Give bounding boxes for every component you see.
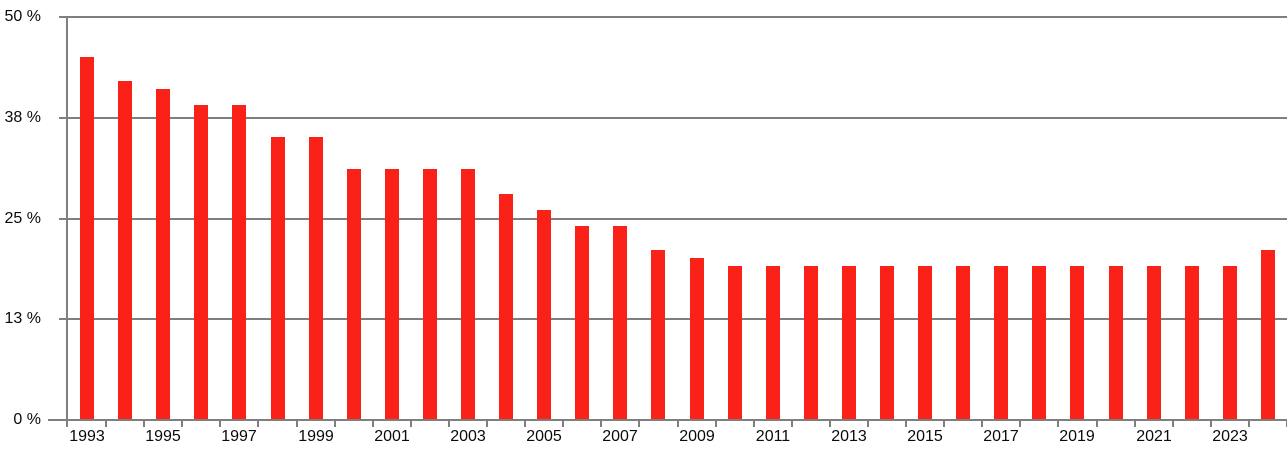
x-axis-line (48, 419, 1287, 421)
x-axis-label-2019: 2019 (1059, 428, 1095, 445)
x-axis-tick (524, 421, 526, 427)
bar-2003 (461, 169, 475, 419)
y-axis-line (66, 17, 68, 427)
bar-2024 (1261, 250, 1275, 419)
bar-2021 (1147, 266, 1161, 419)
x-axis-tick (715, 421, 717, 427)
bar-2010 (728, 266, 742, 419)
x-axis-tick (1210, 421, 1212, 427)
x-axis-tick (410, 421, 412, 427)
x-axis-tick (867, 421, 869, 427)
bar-2007 (613, 226, 627, 419)
bar-2002 (423, 169, 437, 419)
gridline-50% (59, 16, 1287, 18)
x-axis-tick (791, 421, 793, 427)
x-axis-tick (372, 421, 374, 427)
bar-1997 (232, 105, 246, 419)
bar-2019 (1070, 266, 1084, 419)
bar-1996 (194, 105, 208, 419)
x-axis-label-2001: 2001 (374, 428, 410, 445)
x-axis-tick (1019, 421, 1021, 427)
bar-2014 (880, 266, 894, 419)
x-axis-label-2023: 2023 (1212, 428, 1248, 445)
x-axis-tick (219, 421, 221, 427)
x-axis-label-1997: 1997 (221, 428, 257, 445)
x-axis-tick (257, 421, 259, 427)
x-axis-label-2017: 2017 (983, 428, 1019, 445)
x-axis-tick (334, 421, 336, 427)
bar-2006 (575, 226, 589, 419)
bar-1993 (80, 57, 94, 419)
x-axis-label-2021: 2021 (1136, 428, 1172, 445)
y-axis-label-50: 50 % (4, 8, 41, 25)
bar-2008 (651, 250, 665, 419)
bar-1999 (309, 137, 323, 419)
bar-2011 (766, 266, 780, 419)
y-axis-label-0: 0 % (13, 411, 41, 428)
x-axis-tick (1172, 421, 1174, 427)
x-axis-label-2007: 2007 (602, 428, 638, 445)
x-axis-tick (638, 421, 640, 427)
x-axis-tick (143, 421, 145, 427)
x-axis-label-1999: 1999 (298, 428, 334, 445)
x-axis-label-1993: 1993 (69, 428, 105, 445)
bar-1995 (156, 89, 170, 419)
x-axis-tick (181, 421, 183, 427)
x-axis-label-2005: 2005 (526, 428, 562, 445)
x-axis-tick (943, 421, 945, 427)
bar-2015 (918, 266, 932, 419)
x-axis-tick (981, 421, 983, 427)
bar-2020 (1109, 266, 1123, 419)
gridline-13% (59, 318, 1287, 320)
bar-1998 (271, 137, 285, 419)
bar-2009 (690, 258, 704, 419)
bar-2005 (537, 210, 551, 419)
y-axis-label-25: 25 % (4, 210, 41, 227)
x-axis-tick (753, 421, 755, 427)
x-axis-tick (1057, 421, 1059, 427)
gridline-38% (59, 117, 1287, 119)
x-axis-tick (1096, 421, 1098, 427)
x-axis-tick (562, 421, 564, 427)
x-axis-label-2003: 2003 (450, 428, 486, 445)
x-axis-label-2011: 2011 (755, 428, 791, 445)
bar-2016 (956, 266, 970, 419)
y-axis-label-37.5: 38 % (4, 109, 41, 126)
x-axis-tick (296, 421, 298, 427)
gridline-25% (59, 218, 1287, 220)
bar-2022 (1185, 266, 1199, 419)
bar-2001 (385, 169, 399, 419)
bar-2000 (347, 169, 361, 419)
x-axis-tick (1134, 421, 1136, 427)
bar-2018 (1032, 266, 1046, 419)
x-axis-label-2009: 2009 (679, 428, 715, 445)
x-axis-tick (600, 421, 602, 427)
x-axis-tick (1248, 421, 1250, 427)
x-axis-tick (829, 421, 831, 427)
bar-2012 (804, 266, 818, 419)
x-axis-tick (105, 421, 107, 427)
x-axis-tick (448, 421, 450, 427)
bar-2017 (994, 266, 1008, 419)
bar-2023 (1223, 266, 1237, 419)
x-axis-tick (486, 421, 488, 427)
x-axis-tick (905, 421, 907, 427)
bar-1994 (118, 81, 132, 419)
y-axis-label-12.5: 13 % (4, 310, 41, 327)
x-axis-label-2015: 2015 (907, 428, 943, 445)
x-axis-label-1995: 1995 (145, 428, 181, 445)
x-axis-tick (677, 421, 679, 427)
bar-2013 (842, 266, 856, 419)
x-axis-label-2013: 2013 (831, 428, 867, 445)
bar-2004 (499, 194, 513, 419)
